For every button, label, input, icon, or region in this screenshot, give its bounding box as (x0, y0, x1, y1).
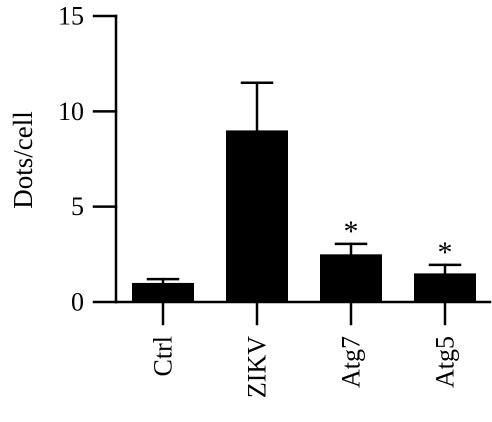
bar-zikv (226, 130, 288, 302)
x-tick-label: ZIKV (243, 336, 272, 398)
bar-ctrl (132, 282, 194, 302)
y-tick-label: 10 (58, 97, 84, 126)
bar-atg7 (320, 254, 382, 302)
y-tick-label: 0 (71, 288, 84, 317)
bar-atg5 (414, 273, 476, 302)
x-tick-label: Atg5 (431, 336, 460, 388)
x-tick-label: Ctrl (149, 336, 178, 376)
y-tick-label: 15 (58, 2, 84, 31)
y-axis-title: Dots/cell (8, 111, 38, 208)
significance-marker: * (438, 236, 453, 269)
plot-area: 0 5 10 15 Ctrl ZIKV Atg7 * Atg5 * (58, 2, 492, 398)
y-tick-label: 5 (71, 192, 84, 221)
x-tick-label: Atg7 (337, 336, 366, 388)
significance-marker: * (344, 215, 359, 248)
